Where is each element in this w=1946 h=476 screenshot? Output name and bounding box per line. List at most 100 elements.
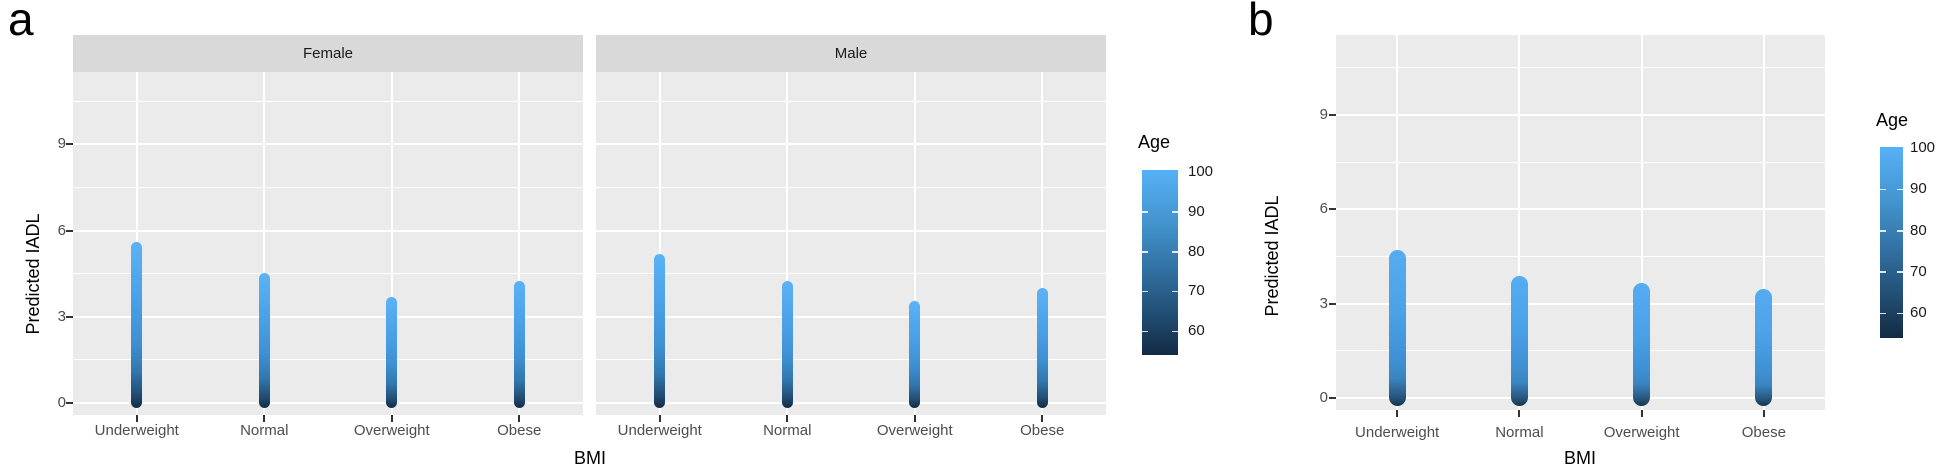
- y-tick-label: 3: [1319, 294, 1328, 312]
- data-strip-underweight: [654, 253, 666, 409]
- gridline-minor: [73, 273, 583, 275]
- gridline-major: [596, 229, 1106, 232]
- facet-strip-female: Female: [73, 35, 583, 72]
- x-tick-label: Obese: [497, 422, 542, 439]
- data-strip-normal: [258, 272, 270, 409]
- legend-tick-label: 80: [1910, 221, 1927, 239]
- data-strip-normal: [1510, 276, 1528, 407]
- y-tick-mark: [66, 402, 73, 404]
- x-tick-mark: [658, 415, 661, 422]
- facet-label: Female: [302, 45, 354, 62]
- x-tick-mark: [263, 415, 266, 422]
- data-strip-overweight: [1633, 282, 1651, 407]
- x-tick-label: Underweight: [94, 422, 179, 439]
- x-axis-title-a: BMI: [573, 448, 606, 468]
- data-strip-obese: [1036, 288, 1048, 409]
- legend-tick-mark: [1897, 312, 1903, 315]
- legend-title-a: Age: [1138, 132, 1171, 152]
- y-axis-title-a: Predicted IADL: [23, 213, 43, 335]
- x-tick-label: Normal: [1495, 424, 1544, 441]
- y-tick-mark: [66, 143, 73, 146]
- x-tick-mark: [390, 415, 393, 422]
- gridline-major: [596, 315, 1106, 318]
- gridline-vertical: [658, 72, 661, 415]
- y-tick-label: 6: [1319, 200, 1328, 218]
- gridline-major: [73, 402, 583, 404]
- legend-colorbar: [1142, 170, 1178, 355]
- legend-title-b: Age: [1876, 110, 1909, 130]
- gridline-vertical: [263, 72, 266, 415]
- x-tick-label: Overweight: [876, 422, 953, 439]
- legend-tick-label: 100: [1910, 139, 1936, 156]
- gridline-minor: [596, 187, 1106, 189]
- legend-tick-label: 70: [1910, 262, 1927, 280]
- gridline-vertical: [518, 72, 521, 415]
- legend-tick-mark: [1172, 211, 1178, 213]
- x-tick-mark: [786, 415, 789, 422]
- x-tick-label: Normal: [763, 422, 812, 439]
- x-tick-label: Obese: [1020, 422, 1065, 439]
- gridline-major: [73, 229, 583, 232]
- y-tick-mark: [66, 229, 73, 232]
- y-tick-mark: [1329, 208, 1336, 211]
- legend-tick-mark: [1172, 330, 1178, 332]
- x-tick-label: Normal: [240, 422, 289, 439]
- x-tick-label: Underweight: [617, 422, 702, 439]
- legend-tick-mark: [1880, 312, 1886, 315]
- panel-a-letter: a: [8, 0, 34, 45]
- x-axis-title-b: BMI: [1563, 448, 1596, 468]
- gridline-vertical: [1041, 72, 1044, 415]
- gridline-minor: [73, 187, 583, 189]
- x-tick-mark: [913, 415, 916, 422]
- data-strip-overweight: [386, 296, 398, 409]
- x-tick-mark: [1518, 410, 1521, 417]
- legend-tick-mark: [1172, 251, 1178, 253]
- gridline-minor: [1336, 67, 1825, 69]
- y-tick-mark: [1329, 114, 1336, 117]
- x-tick-mark: [1762, 410, 1765, 417]
- gridline-major: [73, 315, 583, 318]
- y-tick-label: 0: [1319, 389, 1328, 406]
- gridline-vertical: [1518, 35, 1521, 410]
- gridline-minor: [596, 273, 1106, 275]
- data-strip-obese: [1755, 288, 1773, 407]
- legend-tick-label: 80: [1188, 242, 1205, 260]
- data-strip-obese: [513, 281, 525, 409]
- gridline-major: [596, 402, 1106, 404]
- y-tick-label: 9: [1319, 106, 1328, 124]
- plot-panel: [596, 72, 1106, 415]
- plot-panel: [1336, 35, 1825, 410]
- legend-tick-mark: [1897, 230, 1903, 232]
- legend-tick-mark: [1897, 271, 1903, 273]
- gridline-minor: [1336, 350, 1825, 352]
- data-strip-underweight: [1388, 249, 1406, 407]
- data-strip-overweight: [909, 301, 921, 409]
- gridline-minor: [73, 100, 583, 102]
- legend-tick-label: 60: [1188, 322, 1205, 339]
- y-tick-mark: [1329, 302, 1336, 305]
- x-tick-mark: [1041, 415, 1044, 422]
- x-tick-label: Obese: [1741, 424, 1786, 441]
- facet-label: Male: [834, 45, 868, 62]
- x-tick-label: Overweight: [1603, 424, 1680, 441]
- gridline-major: [1336, 208, 1825, 211]
- legend-tick-mark: [1880, 230, 1886, 232]
- gridline-minor: [596, 359, 1106, 361]
- plot-panel: [73, 72, 583, 415]
- legend-tick-label: 90: [1188, 202, 1205, 220]
- panel-b-letter: b: [1248, 0, 1274, 45]
- facet-strip-male: Male: [596, 35, 1106, 72]
- x-tick-mark: [135, 415, 138, 422]
- legend-tick-mark: [1142, 330, 1148, 332]
- legend-tick-mark: [1897, 188, 1903, 191]
- legend-tick-label: 70: [1188, 282, 1205, 300]
- x-tick-mark: [1396, 410, 1399, 417]
- legend-tick-label: 100: [1188, 163, 1214, 180]
- gridline-major: [1336, 397, 1825, 399]
- legend-tick-mark: [1142, 211, 1148, 213]
- y-tick-label: 9: [57, 135, 66, 153]
- gridline-vertical: [1762, 35, 1765, 410]
- gridline-major: [73, 143, 583, 146]
- gridline-vertical: [913, 72, 916, 415]
